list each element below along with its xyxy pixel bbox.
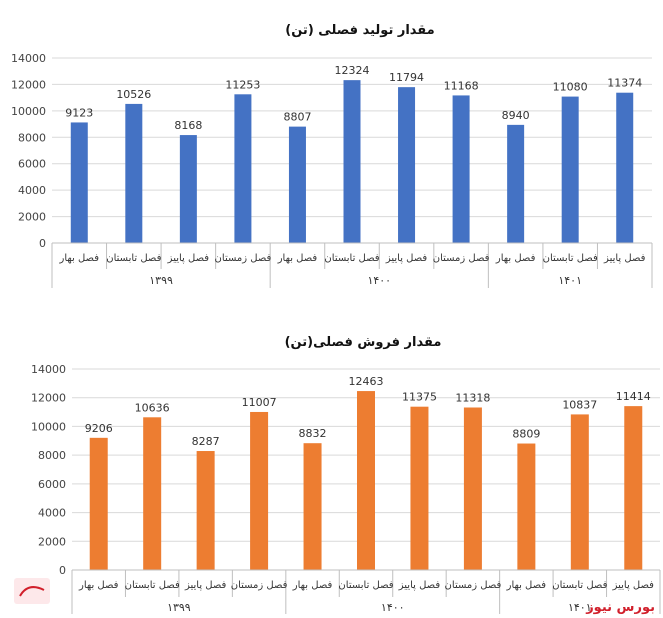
x-tick-label: فصل تابستان (324, 253, 379, 264)
y-tick-label: 4000 (18, 184, 46, 197)
data-label: 11375 (402, 391, 437, 404)
production-chart-title: مقدار تولید فصلی (تن) (285, 23, 434, 38)
data-label: 10526 (116, 88, 151, 101)
data-label: 8832 (299, 427, 327, 440)
x-tick-label: فصل پاییز (385, 253, 428, 264)
x-tick-label: فصل تابستان (125, 580, 180, 591)
x-tick-label: فصل بهار (292, 580, 333, 591)
data-label: 12463 (349, 375, 384, 388)
x-tick-label: فصل زمستان (433, 253, 490, 264)
data-label: 10837 (562, 398, 597, 411)
group-label: ۱۴۰۱ (558, 274, 582, 287)
x-tick-label: فصل پاییز (398, 580, 441, 591)
y-tick-label: 0 (39, 237, 46, 250)
logo-mark (14, 578, 50, 604)
bar (196, 451, 215, 570)
bar (463, 407, 482, 570)
bar (89, 437, 108, 570)
bar (570, 414, 589, 570)
y-tick-label: 12000 (31, 392, 66, 405)
y-tick-label: 2000 (38, 535, 66, 548)
bar (143, 417, 162, 570)
y-tick-label: 6000 (18, 158, 46, 171)
data-label: 11318 (455, 392, 490, 405)
bar (410, 406, 429, 570)
group-label: ۱۴۰۰ (381, 601, 405, 614)
data-label: 8940 (502, 109, 530, 122)
x-tick-label: فصل بهار (59, 253, 100, 264)
bar (624, 406, 643, 570)
y-tick-label: 14000 (31, 363, 66, 376)
x-tick-label: فصل تابستان (552, 580, 607, 591)
x-tick-label: فصل بهار (506, 580, 547, 591)
data-label: 10636 (135, 401, 170, 414)
y-tick-label: 4000 (38, 507, 66, 520)
bar (616, 92, 634, 243)
y-tick-label: 8000 (38, 449, 66, 462)
sales-chart-title: مقدار فروش فصلی(تن) (285, 335, 442, 350)
bar (70, 122, 88, 243)
x-tick-label: فصل بهار (495, 253, 536, 264)
y-tick-label: 0 (59, 564, 66, 577)
y-tick-label: 8000 (18, 131, 46, 144)
x-tick-label: فصل پاییز (612, 580, 655, 591)
bar (125, 103, 143, 243)
x-tick-label: فصل زمستان (215, 253, 272, 264)
production-chart: 0 2000 4000 6000 8000 10000 12000 14000 9123 1052… (11, 52, 653, 288)
x-tick-label: فصل بهار (78, 580, 119, 591)
bar (561, 96, 579, 243)
sales-chart: 0 2000 4000 6000 8000 10000 12000 14000 9206 1063… (31, 363, 661, 614)
bar (303, 443, 322, 570)
data-label: 8809 (512, 428, 540, 441)
x-tick-label: فصل تابستان (106, 253, 161, 264)
y-tick-label: 2000 (18, 211, 46, 224)
bar (288, 126, 306, 243)
y-tick-label: 10000 (31, 420, 66, 433)
bar (452, 95, 470, 244)
x-tick-label: فصل بهار (277, 253, 318, 264)
data-label: 11253 (225, 78, 260, 91)
bar (507, 124, 525, 243)
x-tick-label: فصل پاییز (184, 580, 227, 591)
data-label: 9123 (65, 106, 93, 119)
data-label: 9206 (85, 422, 113, 435)
bar (179, 135, 197, 243)
y-tick-label: 14000 (11, 52, 46, 65)
logo-swoosh (19, 586, 45, 597)
x-tick-label: فصل پاییز (603, 253, 646, 264)
watermark-text: بورس نیوز (585, 600, 655, 615)
x-tick-label: فصل زمستان (445, 580, 502, 591)
data-label: 12324 (335, 64, 370, 77)
bar (343, 80, 361, 243)
bar (250, 411, 269, 570)
watermark-logo: بورس نیوز (14, 578, 655, 615)
group-label: ۱۴۰۰ (367, 274, 391, 287)
bar (234, 94, 252, 243)
data-label: 11414 (616, 390, 651, 403)
data-label: 8168 (174, 119, 202, 132)
group-label: ۱۳۹۹ (149, 274, 173, 287)
bar (517, 443, 536, 570)
data-label: 11080 (553, 81, 588, 94)
x-tick-label: فصل زمستان (231, 580, 288, 591)
data-label: 8807 (283, 111, 311, 124)
group-label: ۱۳۹۹ (167, 601, 191, 614)
data-label: 8287 (192, 435, 220, 448)
data-label: 11007 (242, 396, 277, 409)
bar (357, 391, 375, 570)
y-tick-label: 6000 (38, 478, 66, 491)
bar (398, 87, 416, 243)
y-tick-label: 10000 (11, 105, 46, 118)
group-label: ۱۴۰۱ (568, 601, 592, 614)
x-tick-label: فصل تابستان (338, 580, 393, 591)
x-tick-label: فصل پاییز (167, 253, 210, 264)
y-tick-label: 12000 (11, 78, 46, 91)
data-label: 11168 (444, 79, 479, 92)
x-tick-label: فصل تابستان (543, 253, 598, 264)
data-label: 11374 (607, 77, 642, 90)
data-label: 11794 (389, 71, 424, 84)
